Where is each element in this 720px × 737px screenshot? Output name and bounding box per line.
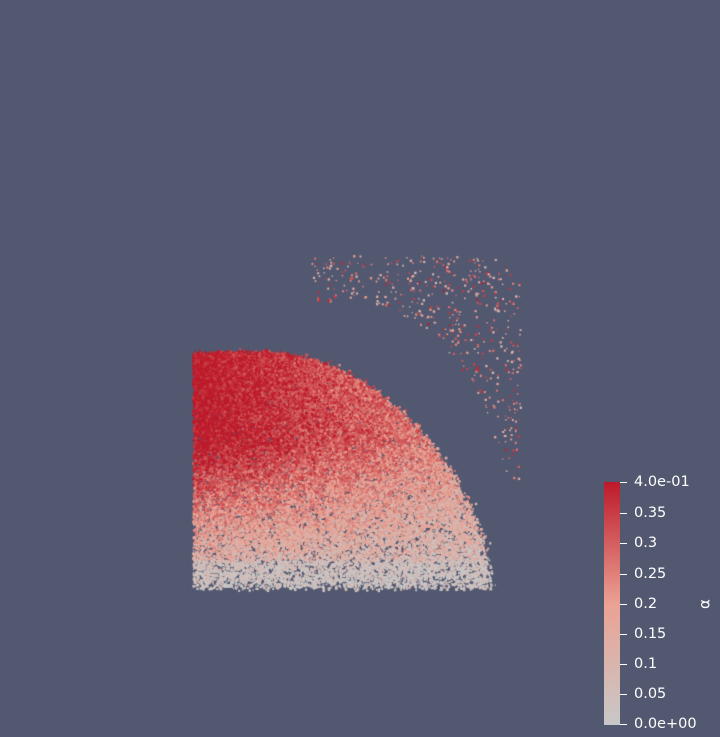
colorbar-label: 0.1 bbox=[634, 655, 658, 672]
colorbar-label-max: 4.0e-01 bbox=[634, 473, 690, 490]
colorbar-label-min: 0.0e+00 bbox=[634, 715, 697, 732]
colorbar-tick-mark bbox=[620, 694, 627, 695]
colorbar-label: 0.2 bbox=[634, 595, 658, 612]
colorbar-label: 0.35 bbox=[634, 504, 667, 521]
colorbar-label: 0.3 bbox=[634, 534, 658, 551]
colorbar-title: α bbox=[695, 599, 714, 609]
colorbar-tick-mark bbox=[620, 634, 627, 635]
colorbar-tick-mark bbox=[620, 724, 627, 725]
colorbar-tick-mark bbox=[620, 664, 627, 665]
colorbar-label: 0.15 bbox=[634, 625, 667, 642]
colorbar-tick-mark bbox=[620, 574, 627, 575]
colorbar-tick-mark bbox=[620, 513, 627, 514]
colorbar-label: 0.25 bbox=[634, 565, 667, 582]
colorbar-tick-mark bbox=[620, 482, 627, 483]
colorbar-gradient bbox=[604, 482, 620, 725]
colorbar-tick-mark bbox=[620, 543, 627, 544]
colorbar-tick-mark bbox=[620, 604, 627, 605]
colorbar-label: 0.05 bbox=[634, 685, 667, 702]
